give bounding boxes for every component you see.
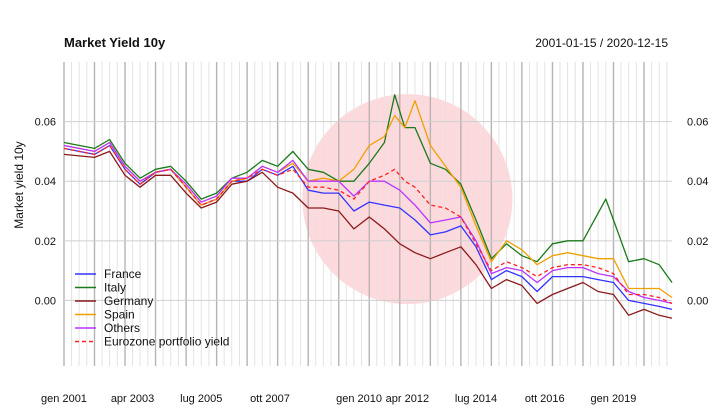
x-tick-label: gen 2019 [591,393,637,405]
x-tick-label: apr 2003 [111,393,154,405]
x-tick-label: ott 2007 [250,393,290,405]
series-line-italy [63,94,673,283]
legend-label: Eurozone portfolio yield [104,335,229,349]
series-line-eurozone-portfolio-yield [63,144,673,304]
y-axis-label: Market yield 10y [12,141,26,228]
legend-label: Italy [104,281,126,295]
y-tick-label-right: 0.00 [687,295,708,307]
series-layer [63,94,673,319]
y-tick-label-right: 0.02 [687,236,708,248]
y-tick-label-right: 0.04 [687,176,708,188]
x-tick-label: gen 2001 [41,393,87,405]
legend-label: Germany [104,294,153,308]
y-tick-label-left: 0.02 [35,236,56,248]
series-line-germany [63,150,673,319]
chart-title: Market Yield 10y [64,35,166,50]
y-tick-label-right: 0.06 [687,117,708,129]
date-range-label: 2001-01-15 / 2020-12-15 [535,36,668,50]
x-tick-label: apr 2012 [386,393,429,405]
legend-label: Others [104,321,140,335]
x-tick-label: lug 2014 [455,393,497,405]
legend-label: France [104,267,142,281]
series-line-others [63,141,673,305]
axis-layer: 0.00 0.00 0.02 0.02 0.04 0.04 0.06 0.06 gen 2001… [35,117,709,405]
x-tick-label: lug 2005 [180,393,222,405]
y-tick-label-left: 0.06 [35,117,56,129]
legend-label: Spain [104,308,135,322]
x-tick-label: gen 2010 [336,393,382,405]
y-tick-label-left: 0.00 [35,295,56,307]
x-tick-label: ott 2016 [525,393,565,405]
y-tick-label-left: 0.04 [35,176,56,188]
